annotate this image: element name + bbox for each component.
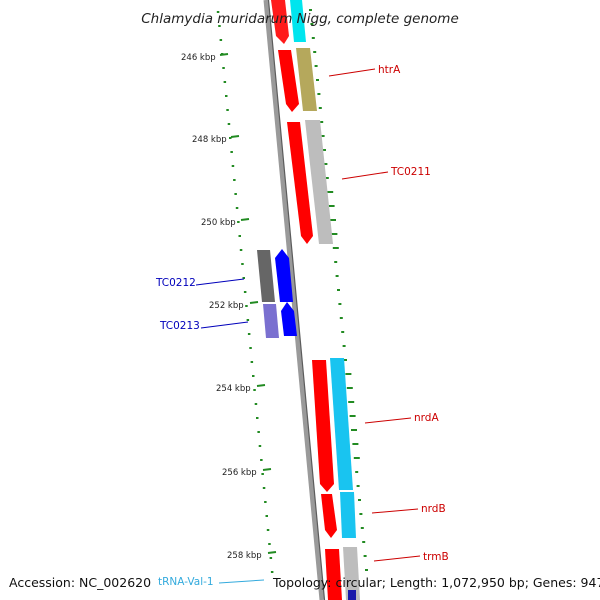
cog-htrA [296,48,317,111]
tick-label: 254 kbp [216,384,251,394]
cog-nrdB [340,492,356,538]
tick-mark [219,53,229,56]
tick-mark [256,384,266,387]
leader-htrA [328,68,376,77]
leader-TC0211 [341,171,389,180]
cds-top-cyan [290,0,306,42]
cds-nrdA [312,360,334,492]
gene-label-nrdB: nrdB [421,503,446,515]
tick-label: 258 kbp [227,551,262,561]
cds-TC0212 [275,249,293,302]
cog-trmB [343,547,360,600]
tick-label: 246 kbp [181,53,216,63]
cog-TC0213 [263,304,279,338]
gene-label-TC0212: TC0212 [155,277,196,289]
leader-trmB [373,555,421,562]
genome-backbone [263,0,325,600]
tick-label: 252 kbp [209,301,244,311]
cds-top-red [271,0,289,44]
tick-label: 256 kbp [222,468,257,478]
tick-label: 248 kbp [192,135,227,145]
leader-TC0212 [195,278,245,286]
leader-nrdB [371,508,419,514]
tick-mark [240,218,250,221]
cds-TC0211 [287,122,313,244]
tick-label: 250 kbp [201,218,236,228]
map-title: Chlamydia muridarum Nigg, complete genom… [141,11,459,27]
tick-mark [230,135,240,138]
leader-TC0213 [200,321,249,329]
cog-nrdA [330,358,353,490]
gene-label-nrdA: nrdA [414,412,439,424]
cds-nrdB [321,494,337,538]
gene-label-trmB: trmB [423,551,449,563]
leader-nrdA [364,417,412,424]
scale-ticks: 246 kbp 248 kbp 250 kbp 252 kbp 254 kbp … [181,53,277,561]
cog-TC0211 [305,120,333,244]
genome-summary: Topology: circular; Length: 1,072,950 bp… [272,575,600,590]
cds-bottom-blue [348,590,356,600]
gc-track-outer [309,9,368,571]
cds-TC0213 [281,302,297,336]
cds-trmB [325,549,342,600]
cds-htrA [278,50,299,112]
genome-backbone-shadow [267,0,326,600]
tick-mark [267,551,277,554]
tick-mark [262,468,272,471]
gene-label-TC0211: TC0211 [390,166,431,178]
gene-label-htrA: htrA [378,64,401,76]
trna-label: tRNA-Val-1 [158,576,214,588]
leader-tRNA [218,579,265,584]
cog-TC0212 [257,250,275,302]
gene-label-TC0213: TC0213 [159,320,200,332]
accession-text: Accession: NC_002620 [9,575,151,590]
tick-mark [249,301,259,304]
